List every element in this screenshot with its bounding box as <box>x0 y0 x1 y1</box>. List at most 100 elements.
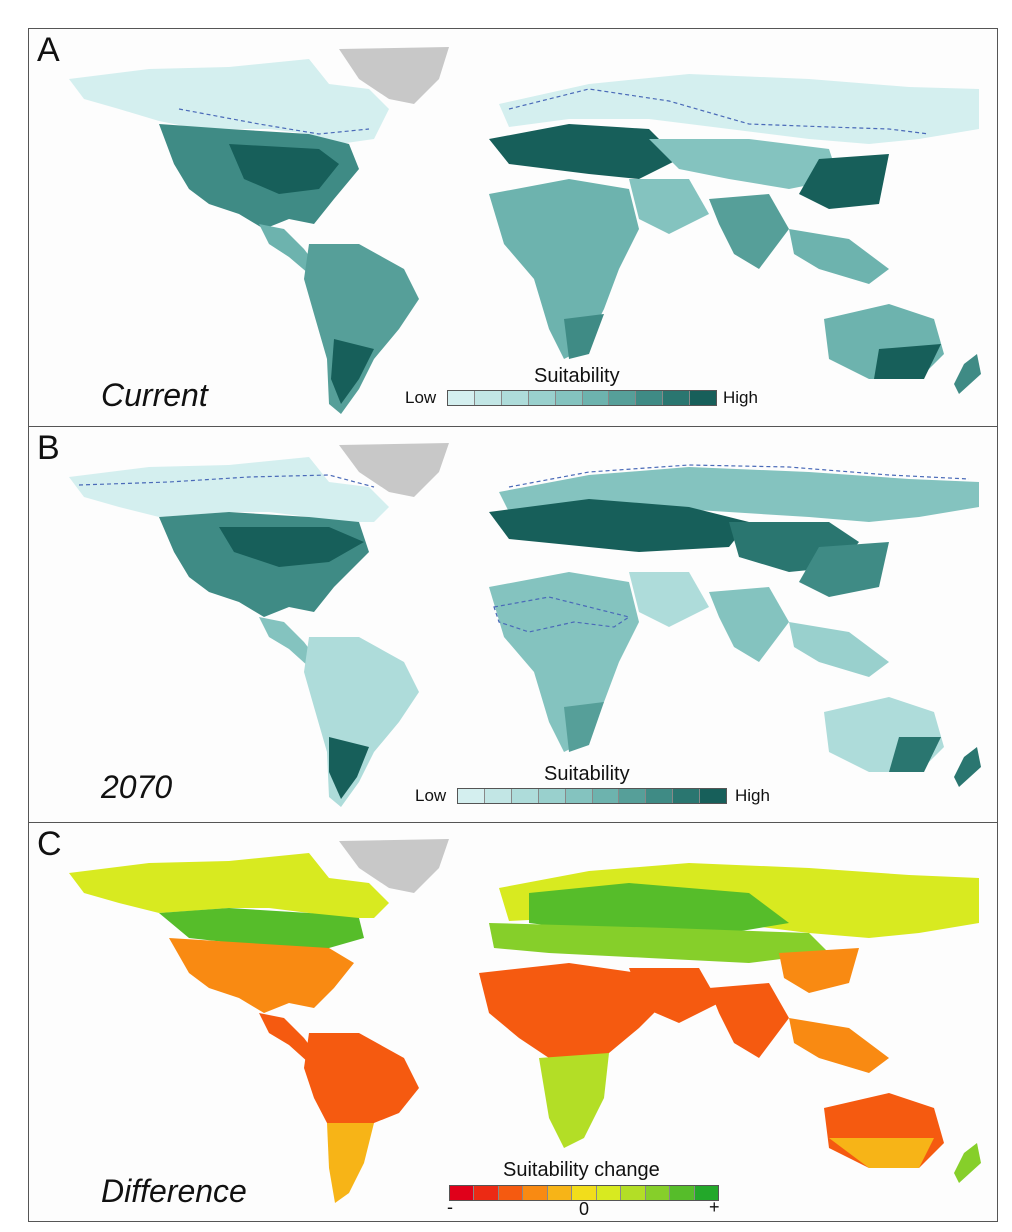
southeast-asia <box>789 622 889 677</box>
southeast-asia <box>789 1018 889 1073</box>
north-america-core <box>219 527 364 567</box>
suitability-boundary-africa <box>493 596 631 633</box>
greenland <box>339 47 449 104</box>
east-asia <box>779 948 859 993</box>
legend-color-cell <box>474 1186 499 1200</box>
south-america-south <box>329 737 369 799</box>
legend-low-label: Low <box>405 388 437 407</box>
scenario-label: 2070 <box>101 769 173 805</box>
new-zealand <box>954 1143 981 1183</box>
south-america <box>304 637 419 807</box>
legend-colorbar <box>457 788 727 804</box>
legend-color-cell <box>448 391 475 405</box>
central-america <box>259 1013 319 1063</box>
legend-color-cell <box>572 1186 597 1200</box>
legend-color-cell <box>511 789 539 803</box>
middle-east <box>629 572 709 627</box>
central-asia <box>649 139 839 189</box>
legend-zero-label: 0 <box>579 1199 590 1219</box>
world-map-2070 <box>69 443 981 807</box>
east-asia <box>799 154 889 209</box>
south-america <box>304 1033 419 1128</box>
suitability-boundary-eurasia <box>508 464 970 488</box>
legend-color-cell <box>538 789 566 803</box>
legend-color-cell <box>619 789 647 803</box>
legend-minus-label: - <box>447 1197 453 1217</box>
suitability-boundary <box>78 474 375 488</box>
europe <box>489 124 679 179</box>
legend-color-cell <box>645 1186 671 1200</box>
world-map-current <box>69 47 981 414</box>
legend-color-cell <box>646 789 674 803</box>
legend-color-cell <box>609 391 637 405</box>
middle-east <box>629 179 709 234</box>
north-america-core <box>229 144 339 194</box>
legend-color-cell <box>458 789 485 803</box>
south-america-south <box>331 339 374 404</box>
legend-color-cell <box>555 391 583 405</box>
legend-title: Suitability <box>534 365 620 387</box>
south-asia <box>709 194 789 269</box>
legend-color-cell <box>528 391 556 405</box>
europe-russia <box>529 883 789 933</box>
eurasia-north <box>499 74 979 144</box>
east-asia <box>799 542 889 597</box>
south-asia <box>709 587 789 662</box>
legend-high-label: High <box>723 388 758 407</box>
panel-current: A Current Suitability Low High <box>28 28 998 428</box>
legend-color-cell <box>565 789 593 803</box>
greenland <box>339 443 449 497</box>
legend-color-cell <box>523 1186 548 1200</box>
eurasia-north <box>499 467 979 522</box>
south-america <box>304 244 419 414</box>
new-zealand <box>954 747 981 787</box>
legend-color-cell <box>673 789 701 803</box>
legend-color-cell <box>636 391 664 405</box>
scenario-label: Difference <box>101 1173 247 1209</box>
legend-low-label: Low <box>415 786 447 805</box>
legend-color-cell <box>690 391 717 405</box>
greenland <box>339 839 449 893</box>
south-asia <box>709 983 789 1058</box>
panel-2070: B 2070 Suitability Low High <box>28 426 998 824</box>
southeast-asia <box>789 229 889 284</box>
south-america-south <box>327 1123 374 1203</box>
legend-colorbar <box>449 1185 719 1201</box>
africa-south <box>564 702 604 752</box>
legend-colorbar <box>447 390 717 406</box>
legend-color-cell <box>474 391 502 405</box>
legend-title: Suitability change <box>503 1159 660 1181</box>
middle-belt <box>489 923 829 963</box>
panel-letter: B <box>37 429 60 467</box>
legend-color-cell <box>547 1186 573 1200</box>
legend-color-cell <box>670 1186 695 1200</box>
legend-title: Suitability <box>544 763 630 785</box>
australia-coast <box>874 344 941 379</box>
north-america-north <box>69 853 389 918</box>
legend-color-cell <box>501 391 529 405</box>
panel-difference: C Difference Suitability change - 0 + <box>28 822 998 1222</box>
europe <box>489 499 749 552</box>
central-america <box>259 224 319 274</box>
legend-color-cell <box>484 789 512 803</box>
north-america-south <box>169 938 354 1013</box>
africa <box>489 572 639 752</box>
legend-plus-label: + <box>709 1197 720 1217</box>
africa <box>479 963 669 1063</box>
panel-letter: C <box>37 825 62 863</box>
panel-letter: A <box>37 31 60 69</box>
legend-color-cell <box>582 391 610 405</box>
africa-south <box>564 314 604 359</box>
legend-color-cell <box>450 1186 475 1200</box>
scenario-label: Current <box>101 377 208 413</box>
suitability-boundary-eurasia <box>508 88 930 135</box>
north-america-north <box>69 457 389 522</box>
legend-color-cell <box>621 1186 646 1200</box>
world-map-difference <box>69 839 981 1203</box>
legend-color-cell <box>592 789 620 803</box>
new-zealand <box>954 354 981 394</box>
middle-east <box>629 968 719 1023</box>
legend-color-cell <box>700 789 727 803</box>
australia-south <box>829 1138 934 1168</box>
legend-color-cell <box>498 1186 524 1200</box>
